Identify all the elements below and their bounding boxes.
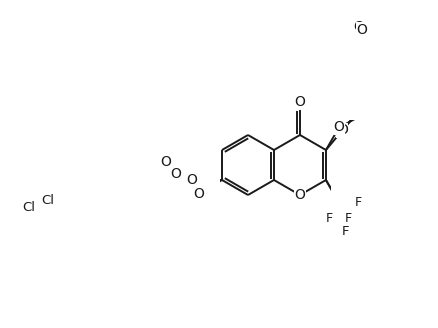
Text: O: O (294, 188, 305, 202)
Text: O: O (333, 120, 344, 134)
Text: F: F (325, 213, 332, 225)
Text: Cl: Cl (22, 201, 35, 214)
Text: O: O (294, 95, 305, 110)
Text: O: O (187, 173, 198, 187)
FancyBboxPatch shape (331, 170, 366, 225)
Text: F: F (343, 204, 350, 217)
Text: O: O (337, 123, 348, 137)
Text: F: F (343, 194, 350, 207)
Text: F: F (345, 213, 352, 225)
Text: O: O (353, 20, 364, 34)
Text: F: F (342, 225, 349, 238)
Text: O: O (357, 23, 367, 36)
Text: F: F (342, 215, 349, 228)
Text: Cl: Cl (41, 194, 54, 207)
Text: F: F (355, 195, 362, 209)
FancyBboxPatch shape (327, 0, 397, 120)
Text: F: F (343, 214, 350, 227)
Text: F: F (342, 205, 349, 218)
Text: O: O (161, 155, 171, 170)
FancyBboxPatch shape (0, 68, 220, 268)
Text: O: O (170, 168, 181, 181)
Text: O: O (193, 187, 204, 200)
